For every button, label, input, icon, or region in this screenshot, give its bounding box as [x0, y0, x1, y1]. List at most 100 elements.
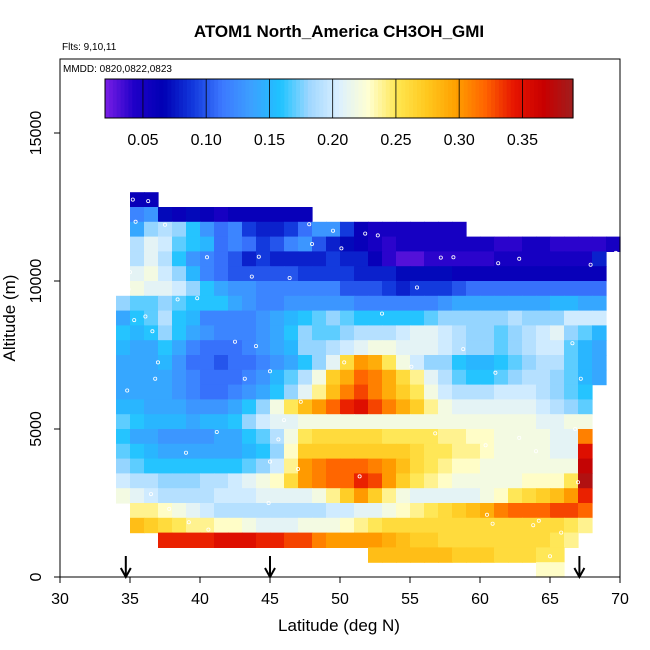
heatmap-cell — [480, 473, 495, 489]
heatmap-cell — [522, 310, 537, 326]
heatmap-cell — [550, 369, 565, 386]
heatmap-cell — [578, 295, 593, 312]
heatmap-cell — [130, 266, 145, 282]
heatmap-cell — [424, 532, 439, 548]
heatmap-cell — [298, 310, 313, 326]
heatmap-cell — [172, 443, 187, 460]
heatmap-cell — [578, 503, 593, 519]
heatmap-cell — [130, 221, 145, 238]
heatmap-cell — [564, 266, 579, 282]
heatmap-cell — [354, 266, 369, 282]
colorbar-segment — [210, 79, 215, 118]
heatmap-cell — [508, 340, 523, 356]
heatmap-cell — [536, 325, 551, 341]
x-tick-label: 55 — [401, 591, 419, 608]
heatmap-cell — [438, 355, 453, 371]
heatmap-cell — [382, 266, 397, 282]
colorbar-segment — [206, 79, 211, 118]
heatmap-cell — [172, 503, 187, 519]
colorbar-segment — [409, 79, 414, 118]
heatmap-cell — [354, 236, 369, 252]
heatmap-cell — [438, 221, 453, 238]
heatmap-cell — [564, 340, 579, 356]
heatmap-cell — [438, 443, 453, 460]
track-point — [195, 296, 200, 301]
heatmap-cell — [494, 503, 509, 519]
heatmap-cell — [452, 488, 467, 504]
heatmap-cell — [536, 295, 551, 312]
heatmap-cell — [564, 414, 579, 430]
heatmap-cell — [494, 295, 509, 312]
heatmap-cell — [564, 399, 579, 415]
heatmap-cell — [214, 503, 229, 519]
heatmap-cell — [396, 399, 411, 415]
heatmap-cell — [158, 532, 173, 548]
heatmap-cell — [396, 429, 411, 445]
heatmap-cell — [494, 547, 509, 563]
heatmap-cell — [452, 458, 467, 474]
heatmap-cell — [172, 488, 187, 504]
colorbar-segment — [136, 79, 141, 118]
track-point — [287, 275, 292, 280]
colorbar-segment — [541, 79, 547, 118]
heatmap-cell — [550, 488, 565, 504]
heatmap-cell — [368, 429, 383, 445]
heatmap-cell — [200, 266, 215, 282]
heatmap-cell — [466, 340, 481, 356]
heatmap-cell — [466, 325, 481, 341]
heatmap-cell — [578, 281, 593, 297]
heatmap-cell — [340, 236, 355, 252]
heatmap-cell — [284, 221, 299, 238]
heatmap-cell — [396, 503, 411, 519]
heatmap-cell — [256, 266, 271, 282]
track-point — [342, 360, 347, 365]
heatmap-cell — [172, 266, 187, 282]
heatmap-cell — [564, 384, 579, 400]
heatmap-cell — [424, 266, 439, 282]
track-point — [281, 418, 286, 423]
colorbar-segment — [303, 79, 309, 118]
chart-title: ATOM1 North_America CH3OH_GMI — [194, 22, 484, 41]
track-point — [570, 341, 575, 346]
colorbar-segment — [565, 79, 570, 118]
heatmap-cell — [284, 207, 299, 223]
heatmap-cell — [536, 458, 551, 474]
heatmap-cell — [466, 532, 481, 548]
heatmap-cell — [522, 443, 537, 460]
colorbar-segment — [179, 79, 184, 118]
heatmap-cell — [312, 355, 327, 371]
heatmap-cell — [130, 192, 145, 208]
track-point — [153, 376, 158, 381]
heatmap-cell — [606, 236, 621, 252]
heatmap-cell — [158, 517, 173, 534]
heatmap-cell — [536, 384, 551, 400]
heatmap-cell — [158, 295, 173, 312]
heatmap-cell — [228, 532, 243, 548]
heatmap-cell — [522, 414, 537, 430]
heatmap-cell — [354, 488, 369, 504]
heatmap-cell — [312, 488, 327, 504]
heatmap-cell — [382, 458, 397, 474]
colorbar-segment — [385, 79, 391, 118]
colorbar-segment — [116, 79, 122, 118]
heatmap-cell — [354, 355, 369, 371]
heatmap-cell — [536, 310, 551, 326]
heatmap-cell — [116, 429, 131, 445]
heatmap-cell — [200, 236, 215, 252]
heatmap-cell — [480, 517, 495, 534]
heatmap-cell — [382, 473, 397, 489]
heatmap-cell — [116, 340, 131, 356]
heatmap-cell — [354, 429, 369, 445]
colorbar-segment — [389, 79, 395, 118]
heatmap-cell — [214, 266, 229, 282]
heatmap-cell — [578, 384, 593, 400]
heatmap-cell — [214, 355, 229, 371]
heatmap-cell — [326, 473, 341, 489]
heatmap-cell — [256, 325, 271, 341]
heatmap-cell — [550, 414, 565, 430]
colorbar-segment — [545, 79, 551, 118]
track-point — [150, 329, 155, 334]
colorbar-segment — [323, 79, 328, 118]
x-tick-label: 50 — [331, 591, 349, 608]
heatmap-cell — [438, 251, 453, 267]
